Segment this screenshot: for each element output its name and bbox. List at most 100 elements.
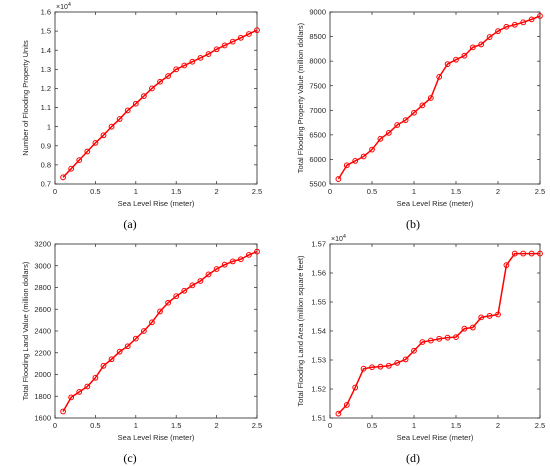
data-point: [486, 313, 493, 319]
data-point: [444, 334, 451, 341]
data-point: [369, 146, 375, 153]
y-axis-label: Total Flooding Land Area (million square…: [296, 255, 305, 406]
y-tick-label: 1.4: [41, 46, 51, 55]
plot-area-d: [329, 243, 541, 419]
chart-panel-d: 0 0.5 1 1.5 2 2.51.511.521.531.541.551.561.57…: [296, 234, 545, 465]
data-point: [343, 162, 350, 169]
data-point: [76, 157, 83, 164]
y-tick-label: 7000: [309, 106, 326, 115]
data-point: [453, 334, 459, 340]
data-point: [537, 13, 543, 19]
data-point: [165, 73, 172, 79]
data-point: [246, 31, 252, 37]
y-tick-label: 2800: [34, 283, 51, 292]
x-tick-label: 0.5: [90, 421, 100, 430]
data-point: [537, 250, 543, 257]
series-line: [62, 250, 258, 412]
data-point: [469, 324, 476, 331]
data-point: [205, 51, 212, 57]
data-point: [92, 374, 99, 381]
data-point: [511, 250, 518, 257]
data-point: [495, 28, 501, 35]
data-point: [173, 66, 180, 73]
data-point: [149, 85, 155, 92]
data-point: [165, 299, 172, 306]
data-point: [461, 52, 468, 59]
y-tick-label: 2600: [34, 305, 51, 314]
data-point: [140, 93, 147, 99]
data-point: [503, 262, 510, 269]
data-point: [213, 46, 220, 53]
data-point: [411, 109, 417, 116]
y-tick-label: 0.9: [41, 141, 51, 150]
data-point: [149, 319, 155, 326]
y-exponent-label: ×104: [56, 2, 71, 11]
data-point: [205, 271, 212, 278]
x-tick-label: 2: [215, 187, 219, 196]
data-point: [157, 308, 163, 315]
x-tick-label: 2: [496, 187, 500, 196]
data-point: [92, 140, 99, 146]
data-point: [377, 363, 384, 370]
data-point: [444, 61, 451, 67]
series-line: [62, 29, 258, 178]
data-point: [181, 287, 188, 294]
data-point: [343, 402, 350, 408]
x-tick-label: 2.5: [252, 187, 262, 196]
x-tick-label: 1.5: [451, 187, 461, 196]
y-tick-label: 1.55: [311, 298, 326, 307]
data-point: [411, 347, 417, 354]
data-point: [360, 365, 367, 372]
data-point: [461, 325, 468, 332]
data-point: [84, 383, 91, 390]
data-point: [100, 362, 107, 369]
data-point: [469, 44, 476, 51]
y-tick-label: 2200: [34, 348, 51, 357]
x-tick-label: 0.5: [367, 187, 377, 196]
data-point: [453, 56, 459, 63]
data-point: [335, 410, 342, 417]
x-tick-label: 2: [215, 421, 219, 430]
y-tick-label: 8000: [309, 57, 326, 66]
data-point: [520, 250, 527, 257]
data-point: [108, 356, 115, 363]
x-tick-label: 2: [496, 421, 500, 430]
y-axis-label: Number of Flooding Property Units: [21, 40, 30, 156]
x-tick-label: 1.5: [451, 421, 461, 430]
data-point: [478, 314, 485, 321]
data-point: [385, 362, 392, 369]
data-point: [394, 360, 401, 366]
y-tick-label: 1.52: [311, 385, 326, 394]
data-point: [181, 62, 188, 69]
y-tick-label: 6500: [309, 130, 326, 139]
y-tick-label: 1.2: [41, 84, 51, 93]
data-point: [68, 165, 75, 172]
data-point: [132, 100, 139, 107]
data-point: [124, 107, 131, 114]
data-point: [173, 293, 180, 300]
x-tick-label: 2.5: [252, 421, 262, 430]
data-point: [229, 258, 236, 265]
x-tick-label: 1: [134, 187, 138, 196]
data-point: [511, 21, 518, 28]
y-tick-label: 8500: [309, 32, 326, 41]
y-tick-label: 7500: [309, 81, 326, 90]
x-tick-label: 1: [412, 421, 416, 430]
data-point: [436, 335, 443, 342]
y-tick-label: 3000: [34, 261, 51, 270]
data-point: [360, 153, 367, 160]
x-tick-label: 0: [53, 187, 57, 196]
plot-area-a: [54, 11, 258, 185]
y-tick-label: 2000: [34, 370, 51, 379]
panel-caption: (d): [406, 451, 420, 465]
data-point: [213, 266, 220, 272]
x-axis-label: Sea Level Rise (meter): [397, 199, 474, 208]
x-tick-label: 1: [412, 187, 416, 196]
data-point: [377, 135, 384, 142]
data-point: [189, 282, 196, 289]
x-axis-label: Sea Level Rise (meter): [118, 433, 195, 442]
y-tick-label: 1.53: [311, 356, 326, 365]
data-point: [520, 19, 527, 26]
y-tick-label: 1.54: [311, 327, 326, 336]
